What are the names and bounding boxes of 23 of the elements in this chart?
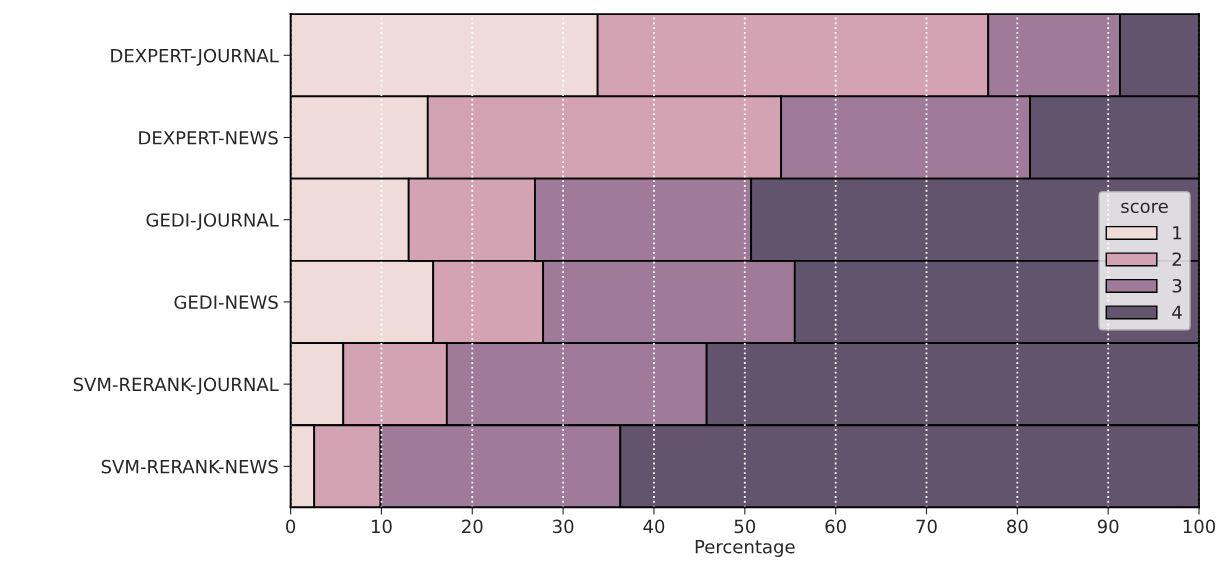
y-tick-label: GEDI-NEWS <box>174 295 278 310</box>
x-axis-title: Percentage <box>695 540 795 557</box>
x-tick-label: 60 <box>825 519 846 534</box>
x-tick-label: 100 <box>1183 519 1216 534</box>
x-tick-label: 50 <box>734 519 756 534</box>
y-tick-label: DEXPERT-NEWS <box>139 130 278 145</box>
legend-title: score <box>1121 202 1168 214</box>
y-tick-label: DEXPERT-JOURNAL <box>111 48 279 66</box>
x-tick-label: 80 <box>1007 519 1028 534</box>
legend-label: 3 <box>1172 278 1182 293</box>
x-tick-label: 70 <box>916 519 937 534</box>
y-tick-label: GEDI-JOURNAL <box>146 213 279 231</box>
x-tick-label: 20 <box>462 519 483 534</box>
x-tick-label: 40 <box>643 519 665 534</box>
x-tick-label: 30 <box>553 519 574 534</box>
legend-label: 4 <box>1172 305 1182 319</box>
y-tick-label: SVM-RERANK-JOURNAL <box>73 377 279 395</box>
x-tick-label: 10 <box>371 519 392 534</box>
x-tick-label: 0 <box>286 519 296 534</box>
legend-label: 2 <box>1172 252 1181 266</box>
x-tick-label: 90 <box>1097 519 1119 534</box>
y-tick-label: SVM-RERANK-NEWS <box>101 459 278 474</box>
legend-label: 1 <box>1173 226 1182 240</box>
